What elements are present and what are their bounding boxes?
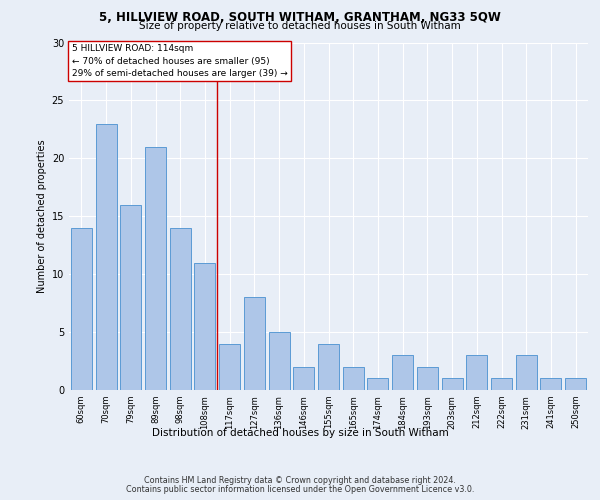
Bar <box>145 147 166 390</box>
Bar <box>516 355 537 390</box>
Bar <box>219 344 240 390</box>
Bar <box>541 378 562 390</box>
Bar <box>466 355 487 390</box>
Bar <box>417 367 438 390</box>
Text: 5 HILLVIEW ROAD: 114sqm
← 70% of detached houses are smaller (95)
29% of semi-de: 5 HILLVIEW ROAD: 114sqm ← 70% of detache… <box>71 44 287 78</box>
Bar <box>194 262 215 390</box>
Text: Size of property relative to detached houses in South Witham: Size of property relative to detached ho… <box>139 21 461 31</box>
Bar <box>343 367 364 390</box>
Bar <box>442 378 463 390</box>
Bar <box>269 332 290 390</box>
Text: Contains public sector information licensed under the Open Government Licence v3: Contains public sector information licen… <box>126 485 474 494</box>
Bar <box>293 367 314 390</box>
Bar <box>170 228 191 390</box>
Bar <box>565 378 586 390</box>
Text: 5, HILLVIEW ROAD, SOUTH WITHAM, GRANTHAM, NG33 5QW: 5, HILLVIEW ROAD, SOUTH WITHAM, GRANTHAM… <box>99 11 501 24</box>
Text: Contains HM Land Registry data © Crown copyright and database right 2024.: Contains HM Land Registry data © Crown c… <box>144 476 456 485</box>
Bar <box>71 228 92 390</box>
Bar <box>367 378 388 390</box>
Bar <box>95 124 116 390</box>
Bar <box>120 204 141 390</box>
Text: Distribution of detached houses by size in South Witham: Distribution of detached houses by size … <box>152 428 448 438</box>
Bar <box>392 355 413 390</box>
Bar <box>491 378 512 390</box>
Y-axis label: Number of detached properties: Number of detached properties <box>37 140 47 293</box>
Bar <box>318 344 339 390</box>
Bar <box>244 298 265 390</box>
